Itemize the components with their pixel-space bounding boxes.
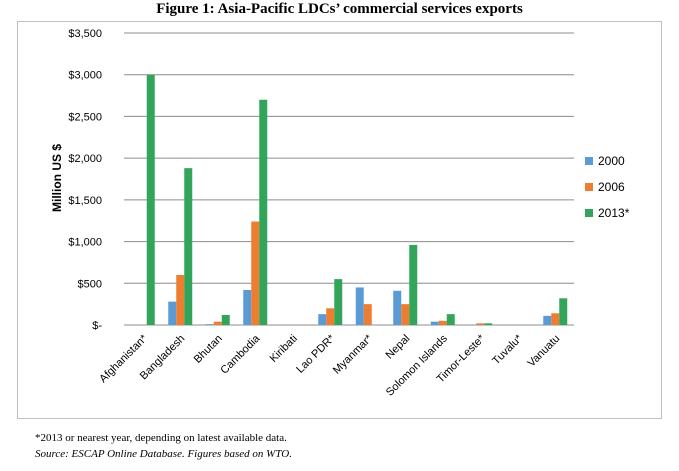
legend-label: 2000 xyxy=(598,154,625,168)
x-tick-label: Tuvalu* xyxy=(490,332,525,367)
x-tick-label: Myanmar* xyxy=(331,332,375,376)
bar-2006-9 xyxy=(476,323,485,325)
bar-layer xyxy=(146,74,568,325)
source-note: Source: ESCAP Online Database. Figures b… xyxy=(35,448,292,460)
y-tick-label: $2,500 xyxy=(68,111,102,123)
legend-swatch xyxy=(585,209,593,217)
bar-2013-5 xyxy=(334,279,343,325)
legend-swatch xyxy=(585,157,593,165)
bar-2006-11 xyxy=(551,313,560,325)
x-tick-label: Kiribati xyxy=(268,333,300,365)
bar-2013-7 xyxy=(409,244,418,325)
y-tick-label: $1,500 xyxy=(68,195,102,207)
y-tick-labels: $- $500 $1,000 $1,500 $2,000 $2,500 $3,000 $3,5… xyxy=(68,28,102,332)
bar-2006-5 xyxy=(326,308,335,325)
grid-layer xyxy=(124,32,574,326)
legend-label: 2006 xyxy=(598,180,625,194)
chart-frame xyxy=(17,21,662,419)
bar-2013-2 xyxy=(221,314,230,325)
legend-swatch xyxy=(585,183,593,191)
bar-2013-8 xyxy=(446,314,455,325)
bar-2000-5 xyxy=(318,314,327,325)
x-tick-label: Bhutan xyxy=(192,333,225,366)
bar-2006-8 xyxy=(438,320,447,325)
y-axis-label: Million US $ xyxy=(50,144,64,212)
bar-2000-6 xyxy=(355,287,364,325)
bar-2000-11 xyxy=(543,315,552,325)
bar-2013-1 xyxy=(184,168,193,325)
bar-2013-0 xyxy=(146,74,155,325)
bar-2006-6 xyxy=(363,304,372,325)
bar-chart: $- $500 $1,000 $1,500 $2,000 $2,500 $3,000 $3,5… xyxy=(50,28,630,399)
y-tick-label: $2,000 xyxy=(68,153,102,165)
bar-2000-7 xyxy=(393,290,402,325)
bar-2000-8 xyxy=(430,321,439,325)
bar-2013-9 xyxy=(484,323,493,325)
bar-2000-2 xyxy=(205,324,214,325)
y-tick-label: $3,500 xyxy=(68,28,102,40)
bar-2006-7 xyxy=(401,304,410,325)
bar-2000-1 xyxy=(168,301,177,325)
y-tick-label: $500 xyxy=(78,278,102,290)
legend-label: 2013* xyxy=(598,206,630,220)
bar-2006-3 xyxy=(251,221,260,325)
x-tick-label: Cambodia xyxy=(218,332,263,377)
figure-title: Figure 1: Asia-Pacific LDCs’ commercial … xyxy=(156,1,523,17)
bar-2013-11 xyxy=(559,298,568,325)
y-tick-label: $- xyxy=(92,320,102,332)
x-tick-label: Vanuatu xyxy=(525,333,562,370)
legend: 2000 2006 2013* xyxy=(585,154,630,220)
bar-2006-2 xyxy=(213,321,222,325)
bar-2000-3 xyxy=(243,289,252,325)
bar-2013-3 xyxy=(259,99,268,325)
footnote: *2013 or nearest year, depending on late… xyxy=(35,432,287,444)
y-tick-label: $3,000 xyxy=(68,70,102,82)
y-tick-label: $1,000 xyxy=(68,237,102,249)
x-tick-label: Nepal xyxy=(384,333,413,362)
bar-2006-1 xyxy=(176,274,185,325)
